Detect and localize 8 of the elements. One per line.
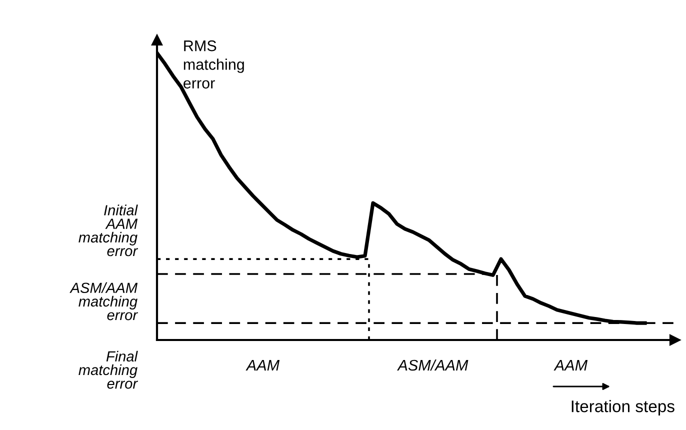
ref-line-label: Final matching error: [78, 350, 138, 389]
text: ASM/AAM: [397, 359, 468, 371]
text: AAM: [554, 360, 588, 371]
ref-line-label: ASM/AAM matching error: [70, 282, 138, 320]
text: AAM: [246, 360, 280, 371]
x-axis-title: Iteration steps: [572, 400, 674, 416]
y-axis-title: RMS matching error: [184, 40, 244, 89]
ref-line-label: Initial AAM matching error: [78, 204, 138, 256]
